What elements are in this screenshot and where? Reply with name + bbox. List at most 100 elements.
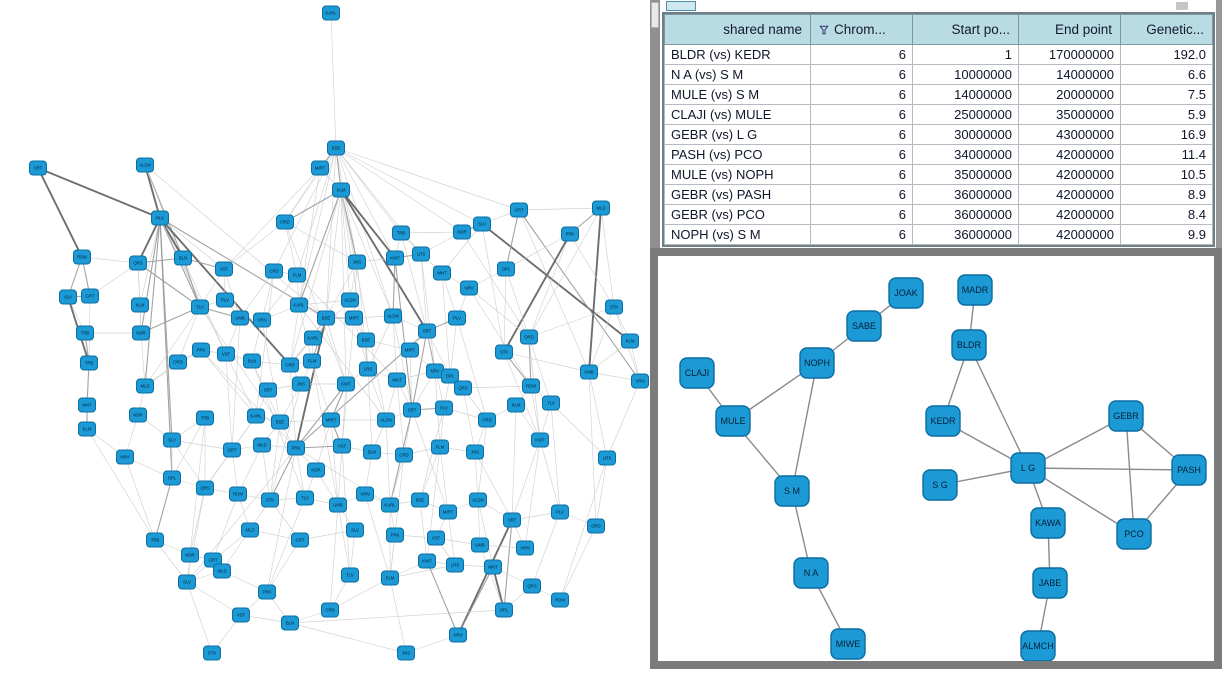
network-node-almch[interactable]: ALMCH xyxy=(1020,630,1056,662)
network-edge[interactable] xyxy=(364,493,391,579)
network-edge[interactable] xyxy=(340,189,396,259)
scrollbar-thumb[interactable] xyxy=(651,2,659,28)
node-shape[interactable] xyxy=(381,570,399,586)
network-edge[interactable] xyxy=(503,351,541,441)
network-node[interactable]: MIRT xyxy=(439,504,457,520)
network-edge[interactable] xyxy=(325,147,337,319)
table-cell[interactable]: 42000000 xyxy=(1018,144,1121,165)
network-node[interactable]: VST xyxy=(232,607,250,623)
network-edge[interactable] xyxy=(177,306,201,363)
network-node[interactable]: KARL xyxy=(322,5,340,21)
network-edge[interactable] xyxy=(81,256,139,264)
network-edge[interactable] xyxy=(528,336,532,387)
node-shape[interactable] xyxy=(774,475,810,507)
table-cell[interactable]: 8.4 xyxy=(1120,204,1213,225)
table-cell[interactable]: 1 xyxy=(912,44,1019,65)
table-row[interactable]: NOPH (vs) S M 6 36000000 42000000 9.9 xyxy=(664,224,1213,245)
node-shape[interactable] xyxy=(520,329,538,345)
node-shape[interactable] xyxy=(1108,400,1144,432)
network-edge[interactable] xyxy=(261,270,275,321)
network-edge[interactable] xyxy=(461,231,530,338)
table-cell[interactable]: 25000000 xyxy=(912,104,1019,125)
node-shape[interactable] xyxy=(29,160,47,176)
network-node-sabe[interactable]: SABE xyxy=(846,310,882,342)
network-edge[interactable] xyxy=(289,364,297,449)
network-node[interactable]: BLN xyxy=(363,444,381,460)
network-edge[interactable] xyxy=(419,499,428,562)
network-edge[interactable] xyxy=(503,233,571,353)
network-edge[interactable] xyxy=(295,447,391,506)
node-shape[interactable] xyxy=(497,261,515,277)
node-shape[interactable] xyxy=(433,265,451,281)
network-edge[interactable] xyxy=(559,525,597,601)
node-shape[interactable] xyxy=(258,584,276,600)
network-node[interactable]: ALDN xyxy=(469,492,487,508)
network-edge[interactable] xyxy=(367,368,387,421)
node-shape[interactable] xyxy=(403,402,421,418)
table-cell[interactable]: 43000000 xyxy=(1018,124,1121,145)
table-cell[interactable]: 6 xyxy=(810,164,913,185)
network-edge[interactable] xyxy=(528,233,571,338)
node-shape[interactable] xyxy=(291,532,309,548)
node-shape[interactable] xyxy=(1116,518,1152,550)
table-cell[interactable]: 6 xyxy=(810,64,913,85)
node-shape[interactable] xyxy=(466,444,484,460)
node-shape[interactable] xyxy=(196,480,214,496)
node-shape[interactable] xyxy=(345,310,363,326)
table-row[interactable]: MULE (vs) S M 6 14000000 20000000 7.5 xyxy=(664,84,1213,105)
network-node[interactable]: LRS xyxy=(598,450,616,466)
node-shape[interactable] xyxy=(76,325,94,341)
network-node[interactable]: MLD xyxy=(241,522,259,538)
network-edge[interactable] xyxy=(518,209,590,373)
network-edge[interactable] xyxy=(284,221,347,385)
network-node[interactable]: ORD xyxy=(478,412,496,428)
table-row[interactable]: MULE (vs) NOPH 6 35000000 42000000 10.5 xyxy=(664,164,1213,185)
node-shape[interactable] xyxy=(229,486,247,502)
network-node[interactable]: NRV xyxy=(449,627,467,643)
network-node[interactable]: KWT xyxy=(531,432,549,448)
node-shape[interactable] xyxy=(495,602,513,618)
node-shape[interactable] xyxy=(287,440,305,456)
network-edge[interactable] xyxy=(392,315,413,411)
network-node[interactable]: PLV xyxy=(435,400,453,416)
node-shape[interactable] xyxy=(129,407,147,423)
node-shape[interactable] xyxy=(290,297,308,313)
node-shape[interactable] xyxy=(431,439,449,455)
node-shape[interactable] xyxy=(551,592,569,608)
network-edge[interactable] xyxy=(37,167,161,219)
network-edge[interactable] xyxy=(295,447,306,499)
node-shape[interactable] xyxy=(329,497,347,513)
node-shape[interactable] xyxy=(288,267,306,283)
node-shape[interactable] xyxy=(679,357,715,389)
network-edge[interactable] xyxy=(419,446,441,501)
network-edge[interactable] xyxy=(144,164,201,308)
node-shape[interactable] xyxy=(136,378,154,394)
node-shape[interactable] xyxy=(196,410,214,426)
network-node[interactable]: MLD xyxy=(592,200,610,216)
node-shape[interactable] xyxy=(322,5,340,21)
node-shape[interactable] xyxy=(542,395,560,411)
table-cell[interactable]: 6.6 xyxy=(1120,64,1213,85)
network-edge[interactable] xyxy=(325,189,342,319)
network-node[interactable]: MNT xyxy=(433,265,451,281)
network-node[interactable]: TLV xyxy=(296,490,314,506)
network-edge[interactable] xyxy=(503,351,590,373)
network-node-s-m[interactable]: S M xyxy=(774,475,810,507)
network-edge[interactable] xyxy=(503,519,513,611)
node-shape[interactable] xyxy=(846,310,882,342)
network-node-gebr[interactable]: GEBR xyxy=(1108,400,1144,432)
network-node[interactable]: JNS xyxy=(466,444,484,460)
node-shape[interactable] xyxy=(80,355,98,371)
network-edge[interactable] xyxy=(426,560,459,636)
table-cell[interactable]: 36000000 xyxy=(912,224,1019,245)
network-node[interactable]: KWT xyxy=(386,250,404,266)
network-node[interactable]: TRB xyxy=(76,325,94,341)
node-shape[interactable] xyxy=(346,522,364,538)
table-cell[interactable]: 6 xyxy=(810,204,913,225)
network-edge[interactable] xyxy=(477,419,488,501)
network-edge[interactable] xyxy=(284,221,358,263)
network-node[interactable]: QRS xyxy=(523,578,541,594)
node-shape[interactable] xyxy=(523,578,541,594)
node-shape[interactable] xyxy=(363,444,381,460)
network-edge[interactable] xyxy=(400,231,463,234)
